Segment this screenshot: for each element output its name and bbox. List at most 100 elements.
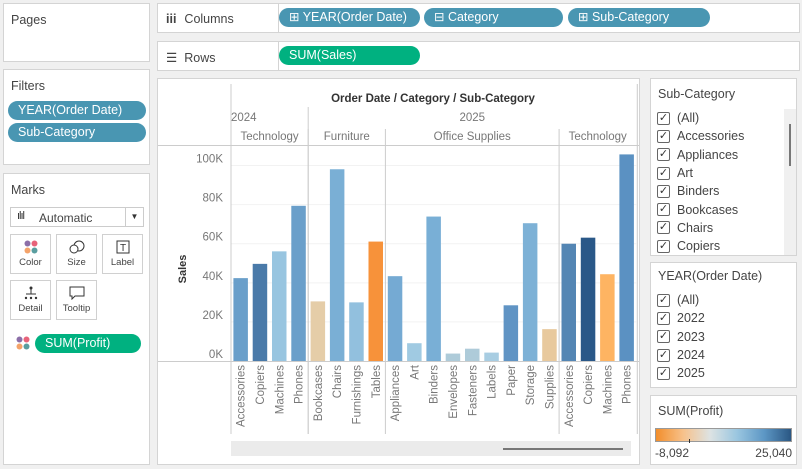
subcategory-filter-item[interactable]: ✓ Accessories	[651, 127, 783, 145]
bar-chart-icon: ılıl	[17, 210, 25, 222]
subcategory-filter-card: Sub-Category ✓ (All) ✓ Accessories ✓ Applianc…	[650, 78, 797, 256]
checkbox-checked-icon[interactable]: ✓	[657, 293, 670, 307]
checkbox-checked-icon[interactable]: ✓	[657, 203, 670, 217]
checkbox-checked-icon[interactable]: ✓	[657, 129, 670, 143]
year-filter-item[interactable]: ✓ 2023	[651, 328, 791, 346]
category-header: Technology	[241, 131, 299, 143]
column-pill-category[interactable]: ⊟ Category	[424, 8, 563, 27]
subcategory-filter-item[interactable]: ✓ Chairs	[651, 219, 783, 237]
bar-bookcases	[310, 301, 326, 361]
columns-label-text: Columns	[184, 12, 234, 26]
subcategory-filter-item-label: Copiers	[677, 239, 721, 254]
mark-type-value: Automatic	[39, 211, 93, 225]
x-tick-label: Art	[409, 364, 421, 380]
label-icon: T	[103, 235, 142, 257]
bar-phones	[291, 205, 306, 361]
subcategory-filter-item-label: Art	[677, 166, 693, 181]
y-tick-label: 40K	[203, 271, 224, 283]
subcategory-filter-item[interactable]: ✓ Binders	[651, 182, 783, 200]
x-tick-label: Copiers	[255, 365, 267, 405]
subcategory-filter-item-label: Chairs	[677, 220, 714, 235]
x-tick-label: Machines	[274, 365, 286, 414]
x-tick-label: Accessories	[564, 365, 576, 427]
x-tick-label: Labels	[487, 365, 499, 399]
year-filter-item[interactable]: ✓ 2024	[651, 346, 791, 364]
color-button[interactable]: Color	[10, 234, 51, 274]
x-tick-label: Bookcases	[313, 365, 325, 422]
subcategory-filter-item[interactable]: ✓ Art	[651, 164, 783, 182]
subcategory-filter-item[interactable]: ✓ (All)	[651, 109, 783, 127]
y-tick-label: 0K	[209, 349, 223, 361]
year-filter-item[interactable]: ✓ 2025	[651, 364, 791, 382]
x-tick-label: Chairs	[332, 365, 344, 398]
x-tick-label: Machines	[602, 365, 614, 414]
detail-button[interactable]: Detail	[10, 280, 51, 320]
bar-art	[407, 343, 422, 361]
y-tick-label: 60K	[203, 232, 224, 244]
horizontal-scrollbar[interactable]	[231, 441, 631, 456]
subcategory-filter-item-label: Appliances	[677, 147, 739, 162]
svg-text:T: T	[119, 243, 125, 254]
year-filter-card: YEAR(Order Date) ✓ (All) ✓ 2022 ✓ 2023 ✓ 2024 ✓ 2…	[650, 262, 797, 388]
column-pill-subcategory[interactable]: ⊞ Sub-Category	[568, 8, 710, 27]
checkbox-checked-icon[interactable]: ✓	[657, 330, 670, 344]
filter-pill-year[interactable]: YEAR(Order Date)	[8, 101, 146, 120]
color-field-pill[interactable]: SUM(Profit)	[35, 334, 141, 353]
checkbox-checked-icon[interactable]: ✓	[657, 111, 670, 125]
bar-copiers	[252, 263, 268, 361]
tooltip-button[interactable]: Tooltip	[56, 280, 97, 320]
vertical-scrollbar[interactable]	[784, 109, 796, 255]
filters-title: Filters	[11, 79, 46, 93]
legend-max: 25,040	[755, 446, 792, 460]
mark-type-dropdown[interactable]: ılıl Automatic ▼	[10, 207, 144, 227]
subcategory-filter-item[interactable]: ✓ Bookcases	[651, 200, 783, 218]
chart-view: 0K 20K 40K 60K 80K 100K Sales Order Date / Cate…	[157, 78, 640, 465]
subcategory-filter-item[interactable]: ✓ Appliances	[651, 146, 783, 164]
bar-fasteners	[465, 348, 480, 361]
size-button[interactable]: Size	[56, 234, 97, 274]
bar-binders	[426, 216, 441, 361]
year-filter-item-label: 2023	[677, 329, 705, 344]
year-header: 2024	[231, 112, 257, 124]
rows-icon: ☰	[166, 51, 178, 65]
marks-title: Marks	[11, 183, 46, 197]
divider	[278, 4, 279, 32]
chevron-down-icon: ▼	[125, 208, 143, 226]
year-filter-item[interactable]: ✓ 2022	[651, 309, 791, 327]
year-filter-item-label: (All)	[677, 293, 700, 308]
checkbox-checked-icon[interactable]: ✓	[657, 148, 670, 162]
x-tick-label: Envelopes	[448, 365, 460, 419]
checkbox-checked-icon[interactable]: ✓	[657, 166, 670, 180]
checkbox-checked-icon[interactable]: ✓	[657, 239, 670, 253]
year-filter-item[interactable]: ✓ (All)	[651, 291, 791, 309]
checkbox-checked-icon[interactable]: ✓	[657, 184, 670, 198]
color-icon	[16, 336, 30, 353]
x-tick-label: Storage	[525, 365, 537, 405]
columns-icon: iii	[166, 12, 177, 26]
x-tick-label: Appliances	[390, 365, 402, 422]
scrollbar-thumb[interactable]	[789, 124, 791, 166]
checkbox-checked-icon[interactable]: ✓	[657, 348, 670, 362]
column-pill-year[interactable]: ⊞ YEAR(Order Date)	[279, 8, 420, 27]
y-tick-label: 100K	[196, 154, 223, 166]
detail-icon	[11, 281, 50, 303]
bar-storage	[522, 223, 538, 361]
rows-label: ☰ Rows	[166, 50, 215, 65]
filter-pill-subcategory[interactable]: Sub-Category	[8, 123, 146, 142]
tooltip-label: Tooltip	[62, 303, 91, 314]
checkbox-checked-icon[interactable]: ✓	[657, 311, 670, 325]
label-button[interactable]: T Label	[102, 234, 143, 274]
x-tick-label: Phones	[622, 365, 634, 404]
year-filter-item-label: 2022	[677, 311, 705, 326]
checkbox-checked-icon[interactable]: ✓	[657, 366, 670, 380]
marks-panel: Marks ılıl Automatic ▼ Color Size T Labe…	[3, 173, 150, 465]
row-pill-sales[interactable]: SUM(Sales)	[279, 46, 420, 65]
year-filter-item-label: 2024	[677, 348, 705, 363]
checkbox-checked-icon[interactable]: ✓	[657, 221, 670, 235]
subcategory-filter-item-label: Bookcases	[677, 202, 739, 217]
subcategory-filter-item[interactable]: ✓ Copiers	[651, 237, 783, 255]
y-tick-label: 80K	[203, 193, 224, 205]
scrollbar-thumb[interactable]	[503, 448, 623, 450]
detail-label: Detail	[18, 303, 43, 314]
bar-tables	[368, 241, 383, 361]
